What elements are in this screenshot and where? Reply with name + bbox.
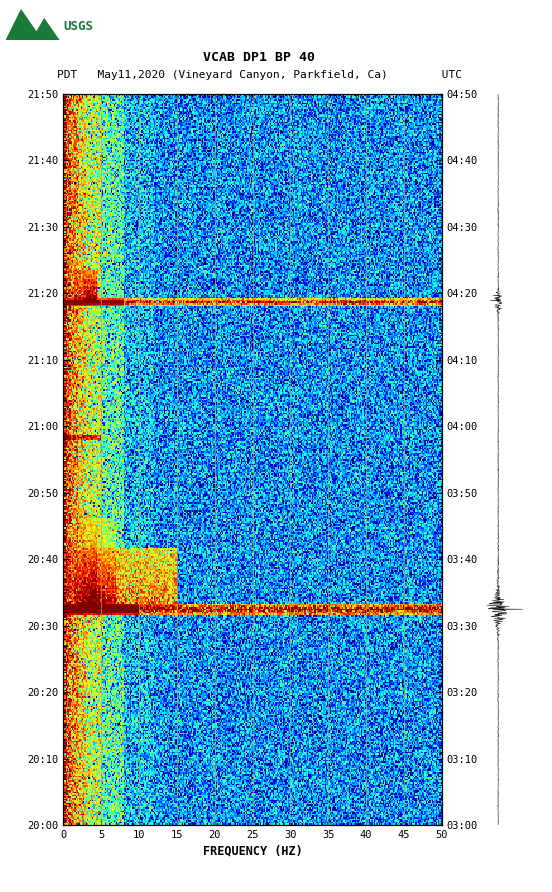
Polygon shape [6, 9, 60, 40]
Text: USGS: USGS [63, 21, 93, 33]
Text: VCAB DP1 BP 40: VCAB DP1 BP 40 [204, 52, 315, 64]
Text: PDT   May11,2020 (Vineyard Canyon, Parkfield, Ca)        UTC: PDT May11,2020 (Vineyard Canyon, Parkfie… [57, 70, 462, 80]
X-axis label: FREQUENCY (HZ): FREQUENCY (HZ) [203, 844, 302, 857]
